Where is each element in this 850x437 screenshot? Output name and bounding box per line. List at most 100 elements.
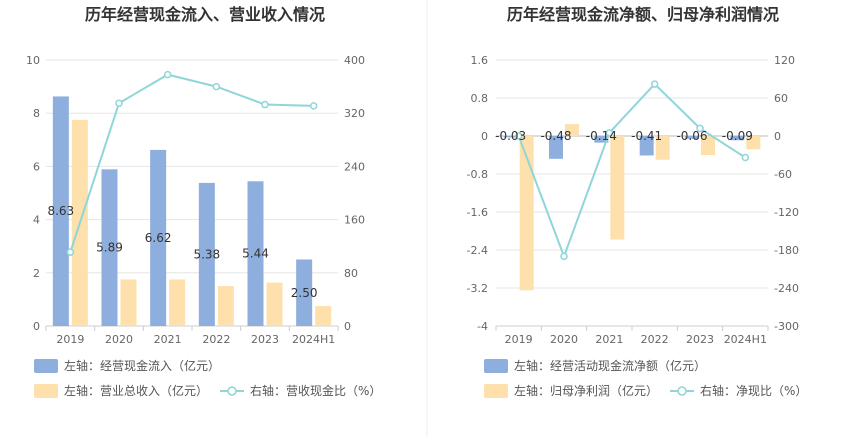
x-axis-tick-label: 2019 bbox=[56, 333, 84, 346]
left-axis-tick-label: -2.4 bbox=[467, 244, 488, 257]
bar-primary bbox=[639, 136, 654, 156]
ratio-point bbox=[560, 252, 568, 261]
x-axis-tick-label: 2023 bbox=[251, 333, 279, 346]
legend-swatch bbox=[34, 359, 58, 373]
legend-swatch bbox=[34, 384, 58, 398]
left-axis-tick-label: 0 bbox=[481, 130, 488, 143]
data-label: -0.03 bbox=[495, 129, 526, 143]
legend-label: 左轴：归母净利润（亿元） bbox=[514, 383, 658, 398]
right-axis-tick-label: -300 bbox=[774, 320, 799, 333]
ratio-point bbox=[261, 100, 269, 109]
bar-primary bbox=[198, 182, 215, 326]
bar-secondary bbox=[655, 136, 670, 160]
legend-swatch bbox=[484, 384, 508, 398]
bar-secondary bbox=[169, 279, 186, 326]
chart-panel-net-cashflow-profit: 历年经营现金流净额、归母净利润情况 -4 -3.2 -2.4 -1.6 -0.8 0 0.8 1… bbox=[467, 5, 807, 398]
left-axis-tick-label: 2 bbox=[33, 267, 40, 280]
x-axis-tick-label: 2021 bbox=[595, 333, 623, 346]
left-axis-tick-label: 4 bbox=[33, 214, 40, 227]
ratio-point bbox=[605, 129, 614, 137]
bar-secondary bbox=[217, 286, 234, 326]
right-axis-tick-label: 60 bbox=[774, 92, 788, 105]
bar-primary bbox=[150, 149, 167, 326]
x-axis-tick-label: 2022 bbox=[202, 333, 230, 346]
bar-primary bbox=[101, 169, 118, 326]
legend-label: 右轴：营收现金比（%） bbox=[250, 383, 381, 398]
left-axis-tick-label: 1.6 bbox=[471, 54, 489, 67]
bar-primary bbox=[730, 136, 745, 141]
chart-panel-cash-inflow-revenue: 历年经营现金流入、营业收入情况 0 2 4 6 8 10 0 80 160 240 320 400 201… bbox=[26, 5, 381, 398]
bar-primary bbox=[549, 136, 563, 159]
bar-secondary bbox=[565, 124, 579, 136]
x-axis-tick-label: 2022 bbox=[641, 333, 669, 346]
ratio-point bbox=[309, 102, 318, 110]
bar-secondary bbox=[610, 136, 625, 240]
bar-secondary bbox=[519, 136, 534, 291]
ratio-point bbox=[741, 153, 750, 162]
left-axis-tick-label: -4 bbox=[477, 320, 488, 333]
bar-primary bbox=[685, 136, 699, 139]
bar-primary bbox=[247, 181, 264, 326]
ratio-point bbox=[115, 99, 123, 107]
left-axis-tick-label: -3.2 bbox=[467, 282, 488, 295]
right-axis-tick-label: -120 bbox=[774, 206, 799, 219]
bar-primary bbox=[52, 96, 69, 326]
left-axis-tick-label: -0.8 bbox=[467, 168, 488, 181]
left-axis-tick-label: 8 bbox=[33, 107, 40, 120]
data-label: 5.44 bbox=[242, 247, 269, 261]
legend-label: 左轴：营业总收入（亿元） bbox=[64, 383, 208, 398]
x-axis-tick-label: 2019 bbox=[505, 333, 533, 346]
x-axis-tick-label: 2020 bbox=[550, 333, 578, 346]
x-axis-tick-label: 2020 bbox=[105, 333, 133, 346]
data-label: 5.38 bbox=[193, 247, 220, 261]
right-axis-tick-label: 120 bbox=[774, 54, 795, 67]
right-axis-tick-label: 80 bbox=[344, 267, 358, 280]
ratio-point bbox=[66, 248, 75, 256]
ratio-point bbox=[650, 80, 659, 88]
ratio-point bbox=[514, 132, 523, 140]
bar-primary bbox=[503, 136, 518, 138]
data-label: -0.48 bbox=[540, 129, 571, 143]
legend-swatch bbox=[484, 359, 508, 373]
data-label: -0.41 bbox=[631, 129, 662, 143]
bar-primary bbox=[594, 136, 609, 143]
data-label: 5.89 bbox=[96, 241, 123, 255]
right-axis-tick-label: -60 bbox=[774, 168, 792, 181]
legend-label: 左轴：经营活动现金流净额（亿元） bbox=[514, 358, 706, 373]
data-label: 8.63 bbox=[47, 204, 74, 218]
data-label: -0.14 bbox=[586, 129, 617, 143]
left-axis-tick-label: -1.6 bbox=[467, 206, 488, 219]
data-label: -0.09 bbox=[722, 129, 753, 143]
bar-secondary bbox=[315, 306, 332, 326]
right-axis-tick-label: -240 bbox=[774, 282, 799, 295]
left-axis-tick-label: 10 bbox=[26, 54, 40, 67]
ratio-point bbox=[163, 70, 172, 79]
right-axis-tick-label: 240 bbox=[344, 160, 365, 173]
right-axis-tick-label: 160 bbox=[344, 214, 365, 227]
x-axis-tick-label: 2024H1 bbox=[724, 333, 767, 346]
ratio-line bbox=[517, 82, 746, 260]
legend-line-marker bbox=[677, 386, 687, 396]
right-axis-tick-label: 0 bbox=[774, 130, 781, 143]
ratio-line bbox=[69, 73, 314, 253]
x-axis-tick-label: 2024H1 bbox=[292, 333, 335, 346]
right-axis-tick-label: -180 bbox=[774, 244, 799, 257]
legend-line-marker bbox=[227, 386, 237, 396]
legend-label: 左轴：经营现金流入（亿元） bbox=[64, 358, 220, 373]
ratio-point bbox=[212, 82, 221, 91]
ratio-point bbox=[696, 124, 704, 133]
bar-secondary bbox=[120, 279, 137, 326]
data-label: -0.06 bbox=[676, 129, 707, 143]
chart-title: 历年经营现金流净额、归母净利润情况 bbox=[507, 5, 779, 24]
x-axis-tick-label: 2023 bbox=[686, 333, 714, 346]
right-axis-tick-label: 400 bbox=[344, 54, 365, 67]
left-axis-tick-label: 6 bbox=[33, 160, 40, 173]
x-axis-tick-label: 2021 bbox=[154, 333, 182, 346]
right-axis-tick-label: 0 bbox=[344, 320, 351, 333]
left-axis-tick-label: 0.8 bbox=[471, 92, 489, 105]
bar-secondary bbox=[266, 282, 283, 326]
bar-secondary bbox=[701, 136, 715, 155]
right-axis-tick-label: 320 bbox=[344, 107, 365, 120]
left-axis-tick-label: 0 bbox=[33, 320, 40, 333]
